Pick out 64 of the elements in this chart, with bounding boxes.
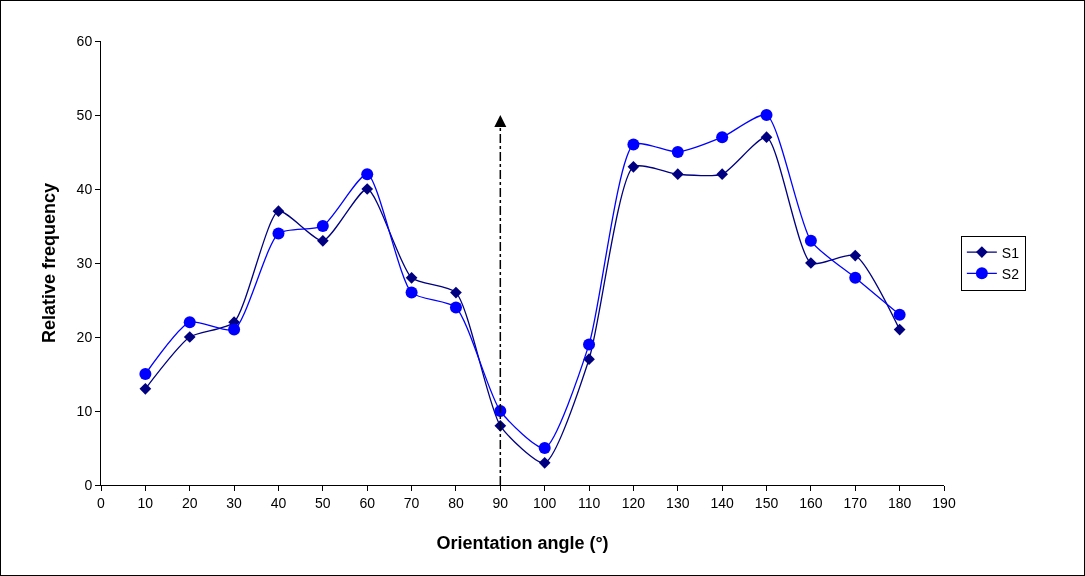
x-tick-label: 40 [270, 494, 287, 511]
x-tick-label: 190 [932, 494, 956, 511]
point [405, 271, 418, 284]
point [316, 220, 329, 232]
point [716, 168, 729, 181]
point [760, 109, 773, 121]
x-tick-label: 50 [315, 494, 331, 511]
point [893, 323, 906, 336]
y-tick-label: 50 [76, 106, 93, 123]
point [272, 227, 285, 240]
x-tick-label: 60 [359, 494, 376, 511]
point [405, 286, 418, 299]
point [272, 205, 285, 218]
legend-label: S1 [1001, 244, 1020, 261]
x-axis-title: Orientation angle (°) [436, 533, 609, 553]
point [671, 168, 684, 181]
x-tick-label: 120 [621, 494, 646, 511]
point [449, 301, 462, 314]
point [583, 353, 595, 366]
legend-label: S2 [1001, 265, 1020, 282]
point [361, 168, 374, 181]
point [627, 160, 640, 173]
point [849, 271, 862, 284]
x-tick-label: 110 [577, 494, 601, 511]
point [583, 338, 596, 351]
x-tick-label: 170 [843, 494, 868, 511]
point [228, 323, 241, 336]
y-tick-label: 0 [84, 476, 93, 493]
point [538, 456, 551, 469]
x-tick-label: 10 [137, 494, 154, 511]
point [671, 146, 684, 158]
point [849, 249, 862, 262]
y-tick-label: 30 [76, 254, 93, 271]
y-tick-label: 20 [76, 328, 93, 345]
x-tick-label: 30 [226, 494, 243, 511]
point [139, 368, 152, 380]
x-tick-label: 70 [403, 494, 420, 511]
point [760, 131, 773, 144]
x-tick-label: 140 [710, 494, 735, 511]
point [716, 131, 729, 144]
x-tick-label: 150 [754, 494, 779, 511]
point [538, 442, 551, 454]
x-tick-label: 180 [887, 494, 912, 511]
point [494, 405, 507, 417]
x-tick-label: 160 [799, 494, 823, 511]
x-tick-label: 90 [492, 494, 509, 511]
x-tick-label: 20 [181, 494, 198, 511]
x-tick-label: 100 [533, 494, 557, 511]
point [627, 138, 640, 151]
y-axis-title: Relative frequency [39, 182, 59, 344]
y-tick-label: 40 [76, 180, 93, 197]
y-tick-label: 60 [76, 32, 93, 49]
point [183, 316, 196, 329]
point [183, 331, 196, 343]
point [139, 382, 152, 395]
point [804, 234, 817, 247]
x-tick-label: 80 [448, 494, 464, 511]
x-tick-label: 130 [666, 494, 690, 511]
y-tick-label: 10 [76, 402, 93, 419]
point [450, 286, 462, 299]
point [316, 234, 329, 247]
point [361, 183, 374, 195]
x-tick-label: 0 [97, 494, 106, 511]
point [893, 308, 906, 321]
